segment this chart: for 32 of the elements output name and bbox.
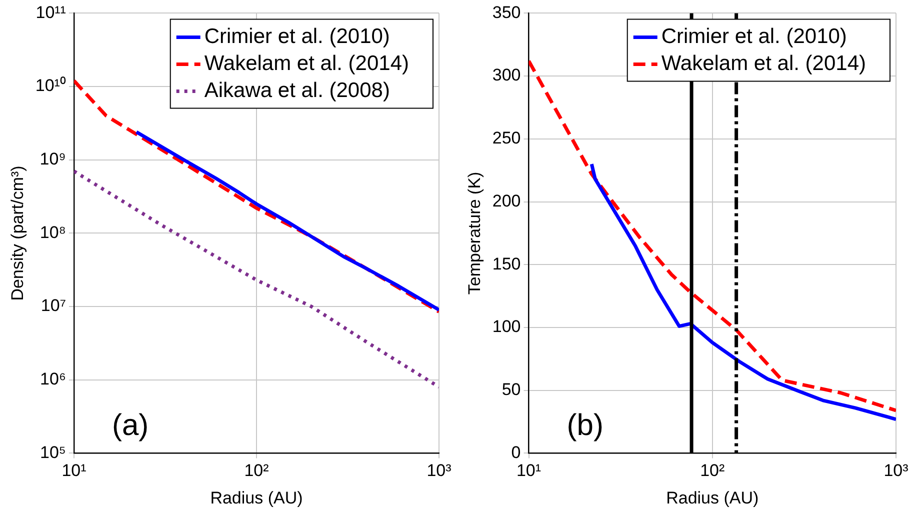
y-tick-label: 150 bbox=[492, 254, 521, 274]
y-tick-label: 10¹¹ bbox=[36, 2, 66, 22]
x-axis-title: Radius (AU) bbox=[666, 488, 759, 508]
x-tick-label: 10³ bbox=[426, 461, 452, 480]
y-axis-title: Density (part/cm³) bbox=[8, 166, 27, 301]
x-tick-label: 10² bbox=[244, 461, 270, 480]
y-axis-title: Temperature (K) bbox=[464, 172, 484, 295]
legend-label: Wakelam et al. (2014) bbox=[204, 52, 410, 75]
y-tick-label: 300 bbox=[492, 66, 521, 85]
x-tick-label: 10³ bbox=[884, 461, 909, 480]
legend-label: Crimier et al. (2010) bbox=[204, 24, 390, 48]
y-tick-label: 10⁵ bbox=[40, 442, 66, 462]
y-tick-label: 50 bbox=[502, 380, 521, 400]
x-tick-label: 10¹ bbox=[516, 461, 542, 480]
y-tick-label: 10¹⁰ bbox=[35, 76, 66, 96]
legend-label: Aikawa et al. (2008) bbox=[204, 78, 390, 102]
x-tick-label: 10¹ bbox=[62, 461, 87, 480]
y-tick-label: 250 bbox=[492, 128, 521, 148]
annotation: (b) bbox=[566, 409, 604, 442]
legend-label: Crimier et al. (2010) bbox=[661, 24, 847, 48]
y-tick-label: 200 bbox=[492, 191, 521, 210]
x-axis-title: Radius (AU) bbox=[210, 488, 303, 508]
y-tick-label: 0 bbox=[511, 442, 521, 462]
legend-label: Wakelam et al. (2014) bbox=[661, 52, 866, 75]
y-tick-label: 350 bbox=[492, 2, 521, 22]
x-tick-label: 10² bbox=[700, 461, 725, 480]
annotation: (a) bbox=[112, 409, 149, 442]
y-tick-label: 10⁷ bbox=[40, 296, 66, 316]
y-tick-label: 100 bbox=[492, 317, 521, 336]
y-tick-label: 10⁸ bbox=[40, 222, 66, 242]
y-tick-label: 10⁶ bbox=[40, 370, 66, 389]
y-tick-label: 10⁹ bbox=[40, 150, 66, 169]
